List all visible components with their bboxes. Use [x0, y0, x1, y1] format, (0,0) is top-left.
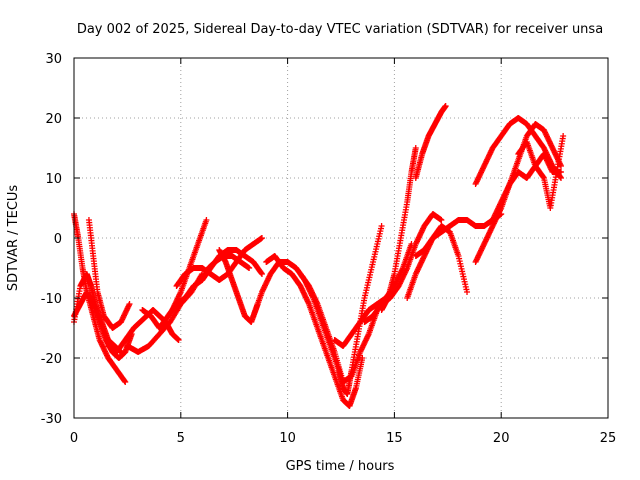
data-point: [258, 271, 265, 277]
series-arc-4: [85, 217, 133, 331]
y-tick-label: 30: [45, 52, 62, 67]
data-point: [246, 265, 253, 271]
data-point: [126, 301, 133, 307]
data-point: [412, 145, 419, 151]
data-point: [122, 379, 129, 385]
data-point: [560, 133, 567, 139]
x-tick-label: 5: [177, 431, 185, 446]
data-point: [175, 337, 182, 343]
x-tick-label: 0: [70, 431, 78, 446]
x-tick-label: 20: [493, 431, 510, 446]
y-tick-label: -30: [41, 412, 62, 427]
chart-title: Day 002 of 2025, Sidereal Day-to-day VTE…: [77, 22, 603, 37]
data-point: [378, 223, 385, 229]
x-axis-label: GPS time / hours: [286, 459, 395, 474]
series-arc-14: [297, 271, 381, 385]
data-point: [258, 235, 265, 241]
series-arc-18: [412, 103, 449, 181]
series-arc-8: [169, 217, 210, 313]
y-tick-label: 0: [54, 232, 62, 247]
data-point: [359, 355, 366, 361]
series-arc-3: [71, 271, 124, 355]
data-point: [203, 217, 210, 223]
series-arc-7: [124, 271, 206, 355]
axis-ticks: 0 5 10 15 20 25 -30 -20 -10 0 10 20 30: [41, 52, 617, 446]
data-series: [71, 103, 567, 409]
y-tick-label: 10: [45, 172, 62, 187]
data-point: [558, 175, 565, 181]
data-point: [438, 217, 445, 223]
series-arc-1: [71, 211, 129, 385]
x-tick-label: 25: [600, 431, 617, 446]
y-tick-label: 20: [45, 112, 62, 127]
y-axis-label: SDTVAR / TECUs: [6, 185, 21, 292]
data-point: [442, 103, 449, 109]
x-tick-label: 10: [279, 431, 296, 446]
data-point: [464, 289, 471, 295]
series-arc-13: [263, 253, 366, 409]
x-tick-label: 15: [386, 431, 403, 446]
grid: [74, 58, 608, 418]
series-arc-17: [378, 145, 419, 313]
y-tick-label: -10: [41, 292, 62, 307]
series-arc-12: [250, 223, 385, 397]
series-arc-24: [515, 133, 567, 211]
y-tick-label: -20: [41, 352, 62, 367]
